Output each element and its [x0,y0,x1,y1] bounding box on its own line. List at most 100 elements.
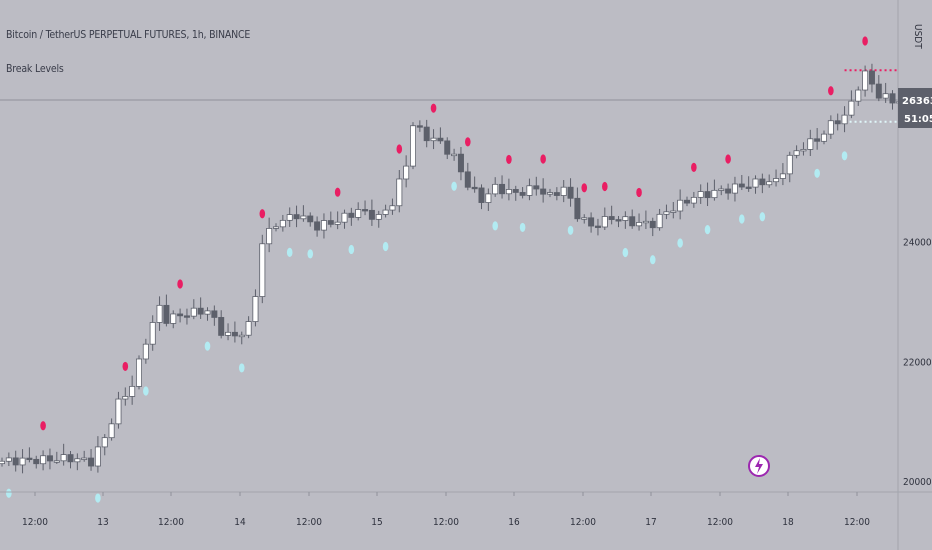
bear-candle [46,455,53,462]
break-markers [6,36,868,503]
bear-candle [588,217,595,227]
bear-candle [814,138,821,142]
bull-candle [272,226,279,229]
x-tick-label: 17 [645,517,656,528]
support-dot [492,221,499,231]
resistance-dot [581,183,588,193]
indicator-title[interactable]: Break Levels [6,63,64,75]
bull-candle [403,165,410,180]
bull-candle [677,199,684,212]
bear-candle [471,186,478,190]
bull-candle [848,100,855,116]
bear-candle [231,331,238,337]
x-tick-label: 12:00 [22,517,48,528]
x-tick-label: 12:00 [570,517,596,528]
support-dot [739,214,745,224]
bear-candle [868,70,875,85]
bull-candle [731,183,738,194]
resistance-dot [828,86,834,96]
bull-candle [807,138,814,150]
bull-candle [40,455,47,465]
bull-candle [341,212,348,223]
bull-candle [793,150,800,156]
bull-candle [601,216,608,228]
bull-candle [642,220,649,224]
bear-candle [457,153,464,173]
bear-candle [183,315,190,318]
bear-candle [574,197,581,220]
last-price-value: 26363.8 [902,96,932,107]
support-dot [307,249,314,259]
y-tick-label: 24000.0 [903,238,932,249]
resistance-dot [636,187,642,198]
bull-candle [670,210,677,213]
bear-candle [33,458,40,465]
bull-candle [409,125,416,167]
bear-candle [684,199,691,204]
support-dot [143,386,149,396]
x-tick-label: 12:00 [707,517,733,528]
bull-candle [786,154,793,175]
bull-candle [190,307,197,317]
last-price-tag [898,88,932,129]
bear-candle [177,313,184,317]
bull-candle [279,219,286,228]
support-dot [567,225,574,235]
bull-candle [74,458,81,463]
resistance-dot [691,162,697,172]
bull-candle [115,398,122,425]
support-dot [704,225,711,235]
bull-candle [711,189,718,199]
bull-candle [773,178,780,183]
bear-candle [499,183,506,195]
bear-candle [211,310,218,318]
bull-candle [238,334,245,338]
bear-candle [512,189,519,193]
bull-candle [430,137,437,142]
bear-candle [745,186,752,189]
resistance-dot [40,421,46,431]
bull-candle [656,213,663,229]
x-tick-label: 12:00 [844,517,870,528]
bull-candle [129,385,136,397]
bear-candle [368,209,375,220]
bear-candle [594,225,601,228]
bull-candle [375,214,382,220]
bull-candle [170,313,177,324]
bull-candle [0,460,5,465]
bear-candle [444,140,451,155]
bull-candle [286,214,293,221]
x-tick-label: 12:00 [433,517,459,528]
bear-candle [307,215,314,223]
bear-candle [649,220,656,229]
resistance-dot [506,154,512,165]
bull-candle [560,186,567,196]
bull-candle [841,114,848,125]
bull-candle [5,457,12,462]
bear-candle [759,178,766,186]
x-tick-label: 14 [234,517,246,528]
bull-candle [300,215,307,220]
bull-candle [81,457,88,460]
bear-candle [608,216,615,220]
x-tick-label: 15 [371,517,382,528]
bull-candle [855,89,862,102]
bull-candle [135,358,142,387]
bull-candle [492,183,499,195]
x-tick-label: 13 [97,517,108,528]
bear-candle [875,83,882,99]
support-dot [677,238,683,248]
x-tick-label: 18 [782,517,794,528]
bull-candle [94,446,101,467]
candles [0,63,910,474]
bull-candle [862,70,869,91]
support-dot [814,168,820,178]
x-tick-label: 16 [508,517,520,528]
support-dot [451,181,457,191]
timeline-event-badge[interactable] [748,451,774,481]
bull-candle [821,133,828,142]
symbol-title[interactable]: Bitcoin / TetherUS PERPETUAL FUTURES, 1h… [6,29,251,41]
